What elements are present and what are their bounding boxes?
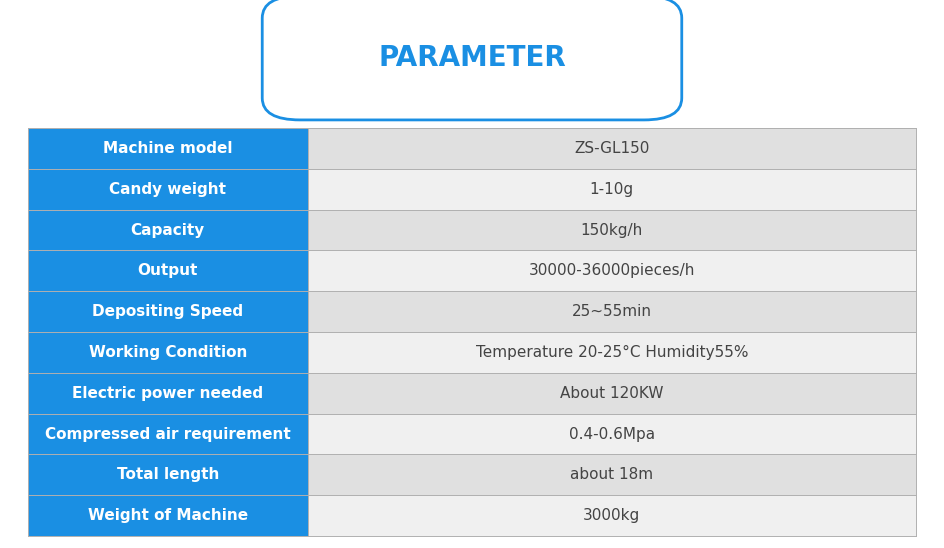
- Text: Compressed air requirement: Compressed air requirement: [45, 426, 291, 442]
- Text: Machine model: Machine model: [103, 141, 232, 156]
- Text: About 120KW: About 120KW: [560, 386, 664, 401]
- Text: Working Condition: Working Condition: [89, 345, 247, 360]
- Text: 1-10g: 1-10g: [590, 182, 634, 197]
- Text: about 18m: about 18m: [570, 467, 653, 482]
- Text: Depositing Speed: Depositing Speed: [93, 304, 244, 319]
- Text: Capacity: Capacity: [130, 222, 205, 237]
- Text: PARAMETER: PARAMETER: [379, 44, 565, 72]
- Text: Electric power needed: Electric power needed: [73, 386, 263, 401]
- Text: ZS-GL150: ZS-GL150: [574, 141, 649, 156]
- Text: Temperature 20-25°C Humidity55%: Temperature 20-25°C Humidity55%: [476, 345, 748, 360]
- Text: 150kg/h: 150kg/h: [581, 222, 643, 237]
- Text: Total length: Total length: [117, 467, 219, 482]
- Text: 3000kg: 3000kg: [583, 508, 640, 523]
- Text: 0.4-0.6Mpa: 0.4-0.6Mpa: [569, 426, 655, 442]
- Text: Candy weight: Candy weight: [110, 182, 227, 197]
- Text: 30000-36000pieces/h: 30000-36000pieces/h: [529, 263, 695, 278]
- Text: Weight of Machine: Weight of Machine: [88, 508, 248, 523]
- Text: Output: Output: [138, 263, 198, 278]
- Text: 25~55min: 25~55min: [572, 304, 652, 319]
